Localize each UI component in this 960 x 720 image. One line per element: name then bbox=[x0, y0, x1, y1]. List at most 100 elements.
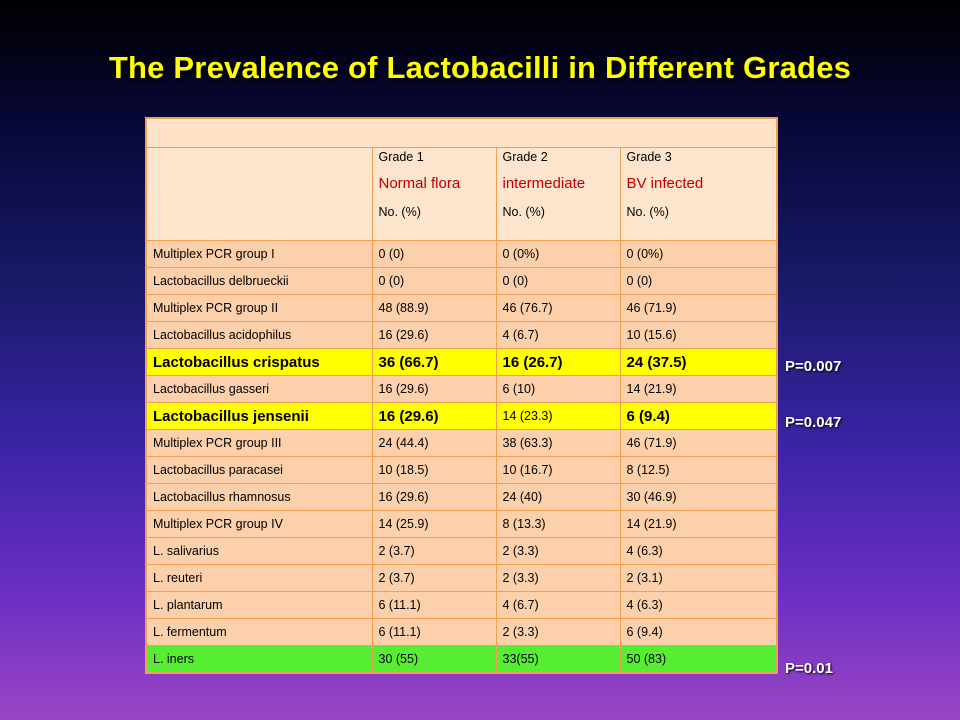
table-row: L. reuteri 2 (3.7) 2 (3.3) 2 (3.1) bbox=[145, 564, 778, 592]
grade2-value: 10 (16.7) bbox=[495, 456, 621, 484]
row-label: L. fermentum bbox=[145, 618, 373, 646]
grade1-value: 16 (29.6) bbox=[371, 321, 497, 349]
row-label: Multiplex PCR group I bbox=[145, 240, 373, 268]
row-label: Lactobacillus rhamnosus bbox=[145, 483, 373, 511]
grade1-value: 0 (0) bbox=[371, 267, 497, 295]
table-row-highlighted: Lactobacillus crispatus 36 (66.7) 16 (26… bbox=[145, 348, 778, 376]
grade1-value: 16 (29.6) bbox=[371, 402, 497, 430]
row-label: Multiplex PCR group III bbox=[145, 429, 373, 457]
header-grade2: Grade 2 intermediate No. (%) bbox=[495, 147, 621, 241]
row-label: L. reuteri bbox=[145, 564, 373, 592]
table-row: L. fermentum 6 (11.1) 2 (3.3) 6 (9.4) bbox=[145, 618, 778, 646]
grade1-desc: Normal flora bbox=[378, 175, 461, 192]
row-label: L. plantarum bbox=[145, 591, 373, 619]
table-row: L. salivarius 2 (3.7) 2 (3.3) 4 (6.3) bbox=[145, 537, 778, 565]
grade2-label: Grade 2 bbox=[502, 150, 548, 164]
grade3-unit: No. (%) bbox=[626, 205, 669, 219]
header-grade3: Grade 3 BV infected No. (%) bbox=[619, 147, 778, 241]
row-label: Lactobacillus acidophilus bbox=[145, 321, 373, 349]
grade3-desc: BV infected bbox=[626, 175, 704, 192]
table-row: Multiplex PCR group IV 14 (25.9) 8 (13.3… bbox=[145, 510, 778, 538]
table-row: Multiplex PCR group II 48 (88.9) 46 (76.… bbox=[145, 294, 778, 322]
grade1-value: 16 (29.6) bbox=[371, 483, 497, 511]
grade3-value: 0 (0%) bbox=[619, 240, 778, 268]
header-empty-cell bbox=[145, 147, 373, 241]
header-grade1: Grade 1 Normal flora No. (%) bbox=[371, 147, 497, 241]
table-row: Lactobacillus acidophilus 16 (29.6) 4 (6… bbox=[145, 321, 778, 349]
grade1-value: 14 (25.9) bbox=[371, 510, 497, 538]
grade2-value: 0 (0) bbox=[495, 267, 621, 295]
grade3-value: 24 (37.5) bbox=[619, 348, 778, 376]
grade1-value: 6 (11.1) bbox=[371, 591, 497, 619]
grade3-value: 50 (83) bbox=[619, 645, 778, 674]
grade3-value: 46 (71.9) bbox=[619, 429, 778, 457]
grade1-value: 16 (29.6) bbox=[371, 375, 497, 403]
grade3-value: 14 (21.9) bbox=[619, 510, 778, 538]
grade2-value: 38 (63.3) bbox=[495, 429, 621, 457]
row-label: Lactobacillus gasseri bbox=[145, 375, 373, 403]
grade1-value: 2 (3.7) bbox=[371, 537, 497, 565]
grade2-value: 6 (10) bbox=[495, 375, 621, 403]
grade1-value: 24 (44.4) bbox=[371, 429, 497, 457]
grade3-value: 4 (6.3) bbox=[619, 537, 778, 565]
table-row-highlighted: Lactobacillus jensenii 16 (29.6) 14 (23.… bbox=[145, 402, 778, 430]
grade3-value: 6 (9.4) bbox=[619, 402, 778, 430]
grade1-label: Grade 1 bbox=[378, 150, 424, 164]
grade2-unit: No. (%) bbox=[502, 205, 545, 219]
grade2-value: 4 (6.7) bbox=[495, 591, 621, 619]
grade2-value: 8 (13.3) bbox=[495, 510, 621, 538]
grade2-value: 24 (40) bbox=[495, 483, 621, 511]
pvalue-jensenii: P=0.047 bbox=[785, 414, 842, 431]
row-label: Lactobacillus crispatus bbox=[145, 348, 373, 376]
grade3-value: 8 (12.5) bbox=[619, 456, 778, 484]
grade2-value: 33(55) bbox=[495, 645, 621, 674]
grade2-value: 14 (23.3) bbox=[495, 402, 621, 430]
grade3-value: 4 (6.3) bbox=[619, 591, 778, 619]
grade1-value: 36 (66.7) bbox=[371, 348, 497, 376]
grade1-value: 30 (55) bbox=[371, 645, 497, 674]
row-label: Multiplex PCR group IV bbox=[145, 510, 373, 538]
table-row: Lactobacillus paracasei 10 (18.5) 10 (16… bbox=[145, 456, 778, 484]
grade3-value: 0 (0) bbox=[619, 267, 778, 295]
table-row: Multiplex PCR group III 24 (44.4) 38 (63… bbox=[145, 429, 778, 457]
grade1-value: 48 (88.9) bbox=[371, 294, 497, 322]
grade1-value: 2 (3.7) bbox=[371, 564, 497, 592]
row-label: Lactobacillus delbrueckii bbox=[145, 267, 373, 295]
row-label: Multiplex PCR group II bbox=[145, 294, 373, 322]
row-label: L. iners bbox=[145, 645, 373, 674]
row-label: Lactobacillus jensenii bbox=[145, 402, 373, 430]
table-row: Lactobacillus rhamnosus 16 (29.6) 24 (40… bbox=[145, 483, 778, 511]
grade1-value: 10 (18.5) bbox=[371, 456, 497, 484]
grade2-value: 16 (26.7) bbox=[495, 348, 621, 376]
grade2-value: 2 (3.3) bbox=[495, 618, 621, 646]
table-row: Multiplex PCR group I 0 (0) 0 (0%) 0 (0%… bbox=[145, 240, 778, 268]
row-label: Lactobacillus paracasei bbox=[145, 456, 373, 484]
grade1-value: 0 (0) bbox=[371, 240, 497, 268]
grade2-value: 2 (3.3) bbox=[495, 564, 621, 592]
grade2-value: 2 (3.3) bbox=[495, 537, 621, 565]
grade1-value: 6 (11.1) bbox=[371, 618, 497, 646]
grade3-value: 46 (71.9) bbox=[619, 294, 778, 322]
row-label: L. salivarius bbox=[145, 537, 373, 565]
grade3-value: 6 (9.4) bbox=[619, 618, 778, 646]
table-row: Lactobacillus delbrueckii 0 (0) 0 (0) 0 … bbox=[145, 267, 778, 295]
prevalence-table: Grade 1 Normal flora No. (%) Grade 2 int… bbox=[145, 117, 778, 674]
grade1-unit: No. (%) bbox=[378, 205, 421, 219]
pvalue-iners: P=0.01 bbox=[785, 660, 833, 677]
grade2-value: 46 (76.7) bbox=[495, 294, 621, 322]
grade3-label: Grade 3 bbox=[626, 150, 672, 164]
grade2-value: 4 (6.7) bbox=[495, 321, 621, 349]
pvalue-crispatus: P=0.007 bbox=[785, 358, 842, 375]
grade3-value: 10 (15.6) bbox=[619, 321, 778, 349]
grade3-value: 14 (21.9) bbox=[619, 375, 778, 403]
table-row: Lactobacillus gasseri 16 (29.6) 6 (10) 1… bbox=[145, 375, 778, 403]
table-blank-row bbox=[145, 117, 778, 148]
grade2-value: 0 (0%) bbox=[495, 240, 621, 268]
grade3-value: 2 (3.1) bbox=[619, 564, 778, 592]
table-row-highlighted: L. iners 30 (55) 33(55) 50 (83) bbox=[145, 645, 778, 674]
grade3-value: 30 (46.9) bbox=[619, 483, 778, 511]
table-header-row: Grade 1 Normal flora No. (%) Grade 2 int… bbox=[145, 147, 778, 241]
blank-cell bbox=[145, 117, 778, 148]
slide-title: The Prevalence of Lactobacilli in Differ… bbox=[108, 50, 852, 85]
grade2-desc: intermediate bbox=[502, 175, 586, 192]
